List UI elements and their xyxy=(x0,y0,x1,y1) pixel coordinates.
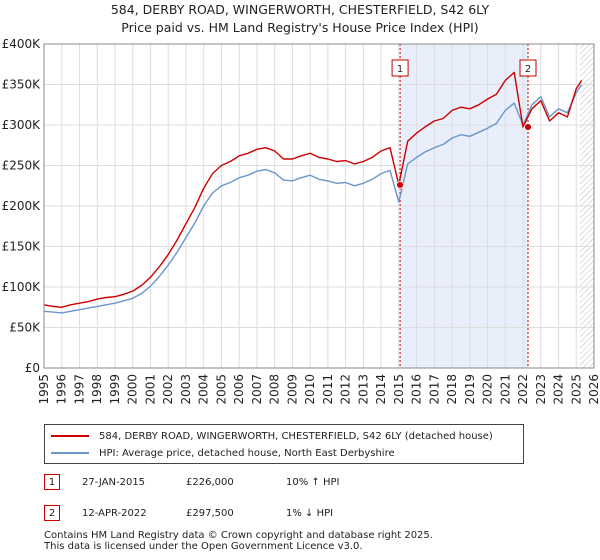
transaction-badge: 1 xyxy=(44,474,60,490)
x-tick-label: 2025 xyxy=(569,374,583,405)
x-tick-label: 1997 xyxy=(72,374,86,405)
x-tick-label: 2015 xyxy=(392,374,406,405)
x-tick-label: 2012 xyxy=(339,374,353,405)
x-tick-label: 2001 xyxy=(143,374,157,405)
x-tick-label: 2002 xyxy=(161,374,175,405)
x-tick-label: 1996 xyxy=(55,374,69,405)
transaction-price: £297,500 xyxy=(186,507,234,519)
x-tick-label: 2007 xyxy=(250,374,264,405)
legend: 584, DERBY ROAD, WINGERWORTH, CHESTERFIE… xyxy=(44,424,524,464)
chart-title: 584, DERBY ROAD, WINGERWORTH, CHESTERFIE… xyxy=(110,2,490,17)
footer-license: This data is licensed under the Open Gov… xyxy=(44,541,363,552)
x-tick-label: 2005 xyxy=(214,374,228,405)
transaction-row: 2 12-APR-2022 £297,500 1% ↓ HPI xyxy=(44,504,406,522)
transaction-date: 27-JAN-2015 xyxy=(82,476,146,488)
x-tick-label: 2016 xyxy=(410,374,424,405)
legend-item-property: 584, DERBY ROAD, WINGERWORTH, CHESTERFIE… xyxy=(51,428,493,444)
x-tick-label: 2017 xyxy=(427,374,441,405)
y-tick-label: £0 xyxy=(25,361,40,375)
property-price-line xyxy=(43,71,583,308)
x-tick-label: 2008 xyxy=(268,374,282,405)
chart-subtitle: Price paid vs. HM Land Registry's House … xyxy=(121,20,479,35)
sale-label: 1 xyxy=(397,64,403,75)
price-chart: £0 £50K £100K £150K £200K £250K £300K £350K £400… xyxy=(2,37,600,405)
x-tick-label: 2024 xyxy=(552,374,566,405)
sale-point xyxy=(524,123,532,131)
x-tick-label: 2004 xyxy=(197,374,211,405)
hpi-line xyxy=(43,84,583,314)
x-tick-label: 2018 xyxy=(445,374,459,405)
x-tick-label: 2021 xyxy=(498,374,512,405)
legend-swatch-property xyxy=(51,435,89,437)
sale-label-box xyxy=(519,59,537,77)
transaction-row: 1 27-JAN-2015 £226,000 10% ↑ HPI xyxy=(44,473,406,491)
y-tick-label: £250K xyxy=(2,159,42,173)
legend-label-property: 584, DERBY ROAD, WINGERWORTH, CHESTERFIE… xyxy=(99,430,493,442)
y-tick-label: £50K xyxy=(9,321,41,335)
y-tick-label: £350K xyxy=(2,78,42,92)
x-tick-label: 1998 xyxy=(90,374,104,405)
x-tick-label: 2019 xyxy=(463,374,477,405)
sale-label: 2 xyxy=(525,64,531,75)
sale-point xyxy=(396,181,404,189)
transaction-badge: 2 xyxy=(44,505,60,521)
legend-label-hpi: HPI: Average price, detached house, Nort… xyxy=(99,447,395,459)
x-tick-label: 1999 xyxy=(108,374,122,405)
x-tick-label: 2020 xyxy=(481,374,495,405)
x-tick-label: 1995 xyxy=(37,374,51,405)
transaction-price: £226,000 xyxy=(186,476,234,488)
transaction-hpi-diff: 1% ↓ HPI xyxy=(286,507,334,519)
transaction-hpi-diff: 10% ↑ HPI xyxy=(286,476,340,488)
x-tick-label: 2013 xyxy=(356,374,370,405)
legend-item-hpi: HPI: Average price, detached house, Nort… xyxy=(51,445,395,461)
sale-label-box xyxy=(391,59,409,77)
x-tick-label: 2022 xyxy=(516,374,530,405)
x-tick-label: 2014 xyxy=(374,374,388,405)
footer: Contains HM Land Registry data © Crown c… xyxy=(44,530,433,552)
y-tick-label: £100K xyxy=(2,280,42,294)
x-tick-label: 2009 xyxy=(285,374,299,405)
y-tick-label: £300K xyxy=(2,118,42,132)
x-tick-label: 2003 xyxy=(179,374,193,405)
footer-copyright: Contains HM Land Registry data © Crown c… xyxy=(44,530,433,541)
y-tick-label: £400K xyxy=(2,37,42,51)
x-tick-label: 2011 xyxy=(321,374,335,405)
y-tick-label: £200K xyxy=(2,199,42,213)
transaction-date: 12-APR-2022 xyxy=(82,507,147,519)
x-tick-label: 2010 xyxy=(303,374,317,405)
x-tick-label: 2000 xyxy=(126,374,140,405)
plot-border xyxy=(43,43,595,369)
y-tick-label: £150K xyxy=(2,240,42,254)
legend-swatch-hpi xyxy=(51,452,89,454)
x-tick-label: 2006 xyxy=(232,374,246,405)
x-tick-label: 2023 xyxy=(534,374,548,405)
x-tick-label: 2026 xyxy=(587,374,600,405)
